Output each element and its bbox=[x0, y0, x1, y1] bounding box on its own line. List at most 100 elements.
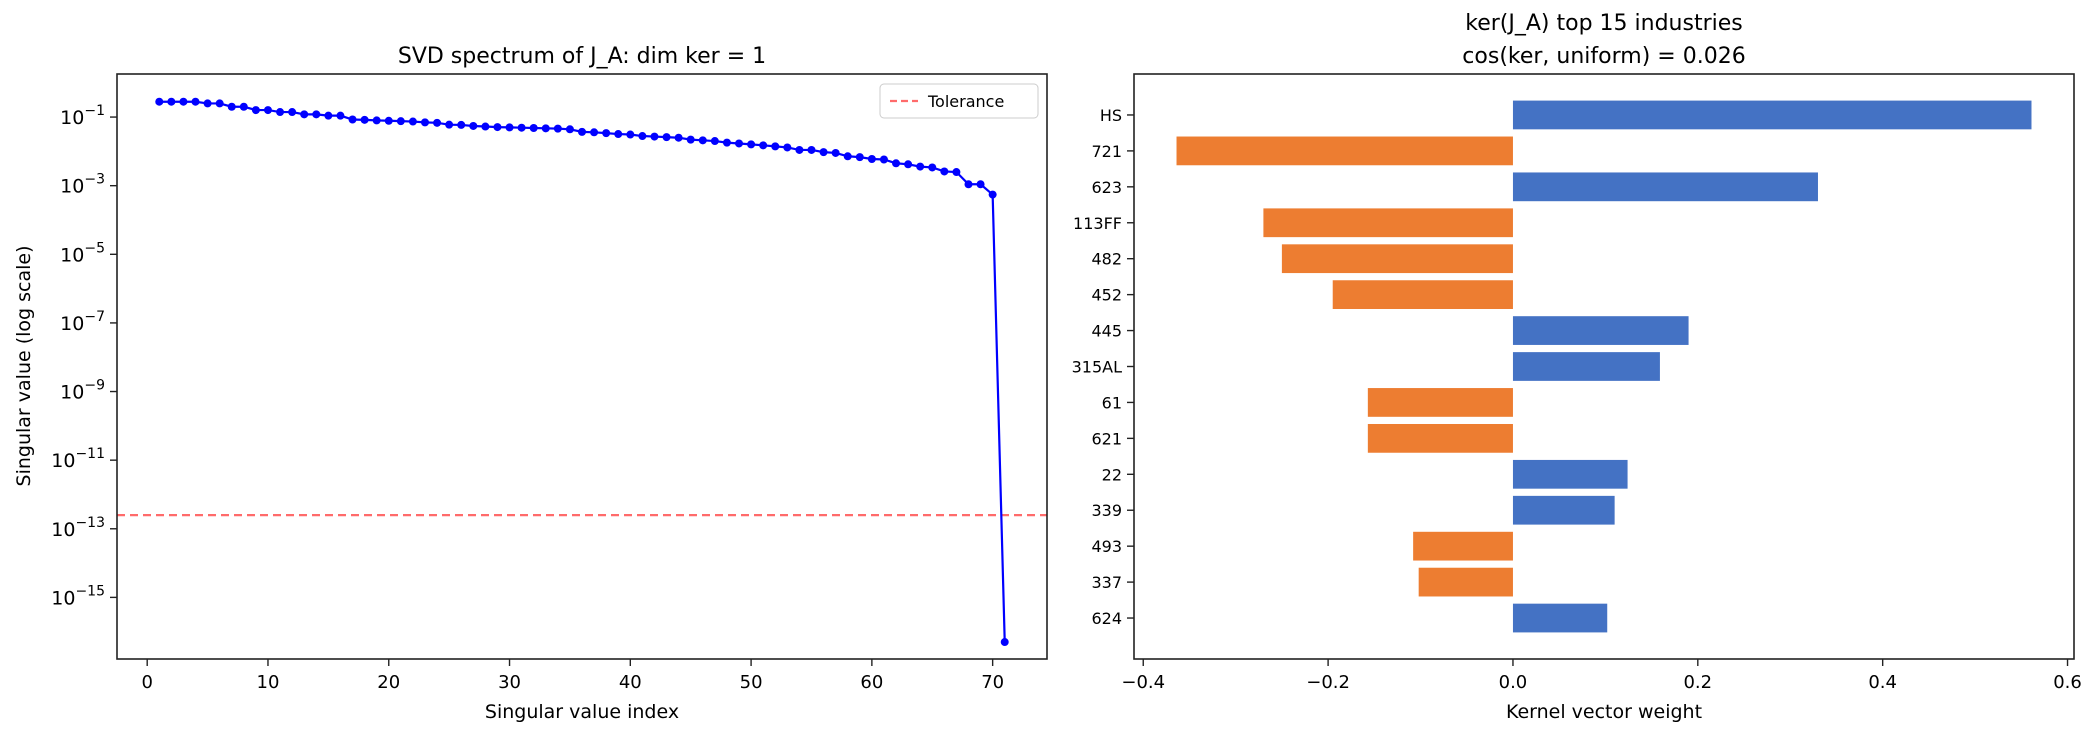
y-tick-label: 22 bbox=[1102, 465, 1122, 484]
y-tick-label: HS bbox=[1100, 106, 1122, 125]
bar-624 bbox=[1512, 603, 1608, 633]
singular-value-point bbox=[650, 132, 659, 141]
singular-value-point bbox=[251, 106, 260, 115]
singular-value-point bbox=[892, 159, 901, 168]
y-tick-label: 10−3 bbox=[60, 172, 105, 198]
y-tick-label: 10−9 bbox=[60, 378, 105, 404]
left-y-axis-label: Singular value (log scale) bbox=[13, 246, 35, 487]
singular-value-point bbox=[855, 153, 864, 162]
singular-value-point bbox=[179, 97, 188, 106]
y-tick-label: 482 bbox=[1091, 250, 1122, 269]
singular-value-point bbox=[553, 124, 562, 133]
singular-value-point bbox=[638, 132, 647, 141]
svd-spectrum-chart: SVD spectrum of J_A: dim ker = 1 Singula… bbox=[13, 44, 1048, 723]
singular-value-point bbox=[408, 117, 417, 126]
bar-482 bbox=[1281, 244, 1513, 274]
right-chart-subtitle: cos(ker, uniform) = 0.026 bbox=[1462, 44, 1745, 69]
y-tick-label: 61 bbox=[1102, 393, 1122, 412]
singular-value-point bbox=[300, 110, 309, 119]
x-tick-label: 0.2 bbox=[1683, 672, 1712, 693]
y-tick-label: 721 bbox=[1091, 142, 1122, 161]
y-tick-label: 10−15 bbox=[51, 583, 105, 609]
singular-value-point bbox=[626, 130, 635, 139]
singular-value-point bbox=[710, 137, 719, 146]
singular-value-point bbox=[445, 120, 454, 129]
y-tick-label: 10−1 bbox=[60, 103, 105, 129]
kernel-vector-chart: ker(J_A) top 15 industries cos(ker, unif… bbox=[1072, 11, 2082, 723]
x-tick-label: 0.6 bbox=[2053, 672, 2082, 693]
x-tick-label: 50 bbox=[740, 672, 763, 693]
singular-value-point bbox=[722, 138, 731, 147]
singular-value-point bbox=[819, 148, 828, 157]
y-tick-label: 10−13 bbox=[51, 515, 105, 541]
x-tick-label: 0.0 bbox=[1499, 672, 1528, 693]
singular-value-point bbox=[372, 116, 381, 125]
y-tick-label: 623 bbox=[1091, 178, 1122, 197]
x-tick-label: 0 bbox=[141, 672, 152, 693]
singular-value-point bbox=[493, 123, 502, 132]
bar-445 bbox=[1512, 316, 1689, 345]
singular-value-point bbox=[517, 123, 526, 132]
singular-value-point bbox=[396, 117, 405, 126]
x-tick-label: −0.4 bbox=[1121, 672, 1165, 693]
singular-value-point bbox=[336, 111, 345, 120]
singular-value-point bbox=[952, 168, 961, 177]
bar-337 bbox=[1418, 567, 1513, 597]
singular-value-point bbox=[505, 123, 514, 132]
right-plot-frame bbox=[1133, 73, 2075, 660]
x-tick-label: 20 bbox=[377, 672, 400, 693]
x-tick-label: 10 bbox=[257, 672, 280, 693]
bar-HS bbox=[1512, 100, 2032, 130]
singular-value-point bbox=[904, 160, 913, 169]
singular-value-point bbox=[928, 163, 937, 172]
bar-113FF bbox=[1263, 208, 1513, 238]
singular-value-point bbox=[807, 145, 816, 154]
right-chart-title: ker(J_A) top 15 industries bbox=[1465, 11, 1742, 36]
y-tick-label: 452 bbox=[1091, 286, 1122, 305]
bar-621 bbox=[1367, 423, 1513, 453]
legend-tolerance-label: Tolerance bbox=[927, 92, 1004, 111]
y-tick-label: 445 bbox=[1091, 322, 1122, 341]
singular-value-point bbox=[795, 145, 804, 154]
singular-value-point bbox=[674, 133, 683, 142]
singular-value-point bbox=[312, 110, 321, 119]
singular-value-point bbox=[384, 116, 393, 125]
singular-value-point bbox=[976, 180, 985, 189]
singular-value-point bbox=[831, 148, 840, 157]
singular-value-point bbox=[191, 97, 200, 106]
singular-value-point bbox=[843, 152, 852, 161]
bar-623 bbox=[1512, 172, 1818, 202]
singular-value-point bbox=[469, 121, 478, 130]
singular-value-point bbox=[771, 142, 780, 151]
x-tick-label: −0.2 bbox=[1306, 672, 1350, 693]
x-tick-label: 70 bbox=[981, 672, 1004, 693]
bar-315AL bbox=[1512, 352, 1660, 381]
singular-value-point bbox=[203, 99, 212, 108]
singular-value-point bbox=[155, 97, 164, 106]
singular-value-point bbox=[614, 130, 623, 139]
y-tick-label: 10−5 bbox=[60, 240, 105, 266]
bar-339 bbox=[1512, 495, 1615, 525]
singular-value-point bbox=[288, 108, 297, 117]
legend-box bbox=[879, 83, 1039, 119]
singular-value-point bbox=[578, 127, 586, 136]
singular-value-point bbox=[276, 108, 285, 117]
bar-61 bbox=[1367, 388, 1513, 417]
y-tick-label: 113FF bbox=[1073, 214, 1122, 233]
singular-value-point bbox=[662, 133, 671, 142]
singular-value-point bbox=[433, 118, 442, 127]
singular-value-point bbox=[988, 190, 997, 199]
singular-value-point bbox=[783, 143, 792, 152]
singular-value-point bbox=[735, 139, 744, 148]
right-x-axis-label: Kernel vector weight bbox=[1506, 701, 1702, 723]
x-tick-label: 60 bbox=[860, 672, 883, 693]
x-tick-label: 40 bbox=[619, 672, 642, 693]
singular-value-point bbox=[1000, 638, 1009, 647]
y-tick-label: 339 bbox=[1091, 501, 1122, 520]
y-tick-label: 493 bbox=[1091, 537, 1122, 556]
y-tick-label: 315AL bbox=[1072, 358, 1122, 377]
y-tick-label: 624 bbox=[1091, 609, 1122, 628]
singular-value-line bbox=[159, 100, 1006, 643]
singular-value-point bbox=[457, 120, 466, 129]
